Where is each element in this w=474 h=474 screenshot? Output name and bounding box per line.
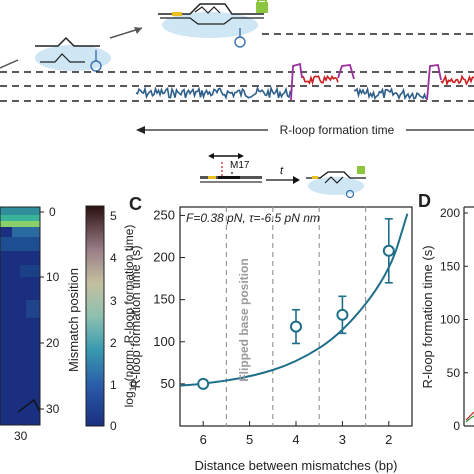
panel-c-letter: C	[129, 194, 142, 214]
top-schematic: R-loop formation time	[0, 0, 474, 137]
panel-d-letter: D	[418, 191, 431, 211]
d-y-tick-label-4: 200	[440, 206, 460, 220]
panel-d-ylabel: R-loop formation time (s)	[420, 245, 435, 388]
x-tick-label-3: 3	[339, 432, 346, 447]
cbar-tick-3: 3	[110, 294, 117, 308]
colorbar	[85, 205, 105, 427]
x-tick-label-2: 4	[292, 432, 299, 447]
d-y-tick-label-0: 0	[453, 419, 460, 433]
trace-red-1	[301, 74, 339, 86]
panel-d: D R-loop formation time (s) 0 50 100 150 200	[418, 191, 474, 433]
right-tick-0: 0	[49, 205, 56, 219]
dna-left-complex	[35, 36, 100, 47]
y-tick-label-1: 100	[153, 334, 175, 349]
heatmap-panel: 0 10 20 30 30 Mismatch position 5 4 3 2 …	[0, 205, 138, 443]
dna-upper-complex	[158, 3, 264, 15]
data-point-2	[336, 308, 349, 321]
time-symbol: t	[280, 165, 284, 177]
panel-d-y-ticks: 0 50 100 150 200	[440, 206, 468, 433]
colorbar-label: log10(norm. R-loop formation time)	[122, 225, 138, 408]
trace-purple-2	[337, 64, 355, 80]
y-tick-label-0: 50	[161, 376, 175, 391]
data-points	[197, 217, 395, 390]
heatmap-bottom-tick: 30	[14, 429, 28, 443]
panel-c-inset: M17 t	[200, 153, 366, 199]
trace-blue-1	[135, 85, 292, 100]
cas-cloud-left	[35, 45, 111, 71]
x-ticks: 6 5 4 3 2	[200, 421, 392, 447]
y-tick-label-3: 200	[153, 250, 175, 265]
x-axis-label: Distance between mismatches (bp)	[194, 458, 397, 473]
right-tick-10: 10	[46, 270, 60, 284]
mismatch-position-label: Mismatch position	[66, 268, 81, 372]
trace-purple-1	[290, 62, 303, 101]
data-point-0	[197, 377, 210, 390]
d-y-tick-label-1: 50	[447, 366, 461, 380]
colorbar-ticks: 5 4 3 2 1 0	[110, 209, 117, 433]
right-tick-20: 20	[46, 336, 60, 350]
d-y-tick-label-3: 150	[440, 259, 460, 273]
d-y-tick-label-2: 100	[440, 313, 460, 327]
cbar-tick-2: 2	[110, 336, 117, 350]
y-tick-label-4: 250	[153, 207, 175, 222]
dashed-lines	[225, 207, 367, 426]
cbar-tick-1: 1	[110, 378, 117, 392]
trace-red-2	[440, 74, 474, 87]
model-curve	[179, 213, 409, 387]
trace-blue-2	[353, 86, 427, 101]
rloop-caption: R-loop formation time	[280, 123, 395, 137]
cbar-tick-4: 4	[110, 251, 117, 265]
cbar-tick-0: 0	[110, 419, 117, 433]
trace-purple-3	[426, 64, 442, 101]
arrow-1	[0, 59, 19, 69]
flipped-base-label: Flipped base position	[237, 258, 251, 381]
lock-icon-c	[357, 166, 365, 174]
mismatch-m17: M17	[230, 160, 250, 171]
y-tick-label-2: 150	[153, 292, 175, 307]
cbar-tick-5: 5	[110, 209, 117, 223]
model-curve-group	[179, 213, 409, 387]
y-axis-label: R-loop formation time (s)	[128, 245, 143, 388]
data-point-1	[290, 320, 302, 333]
right-tick-30: 30	[46, 402, 60, 416]
x-tick-label-0: 6	[200, 432, 207, 447]
data-point-3	[382, 244, 395, 257]
x-tick-label-1: 5	[246, 432, 253, 447]
lock-icon	[256, 2, 268, 13]
y-ticks: 50 100 150 200 250	[153, 207, 185, 391]
x-tick-label-4: 2	[385, 432, 392, 447]
annotation-params: F=0.38 pN, τ=-6.5 pN nm	[186, 211, 320, 225]
